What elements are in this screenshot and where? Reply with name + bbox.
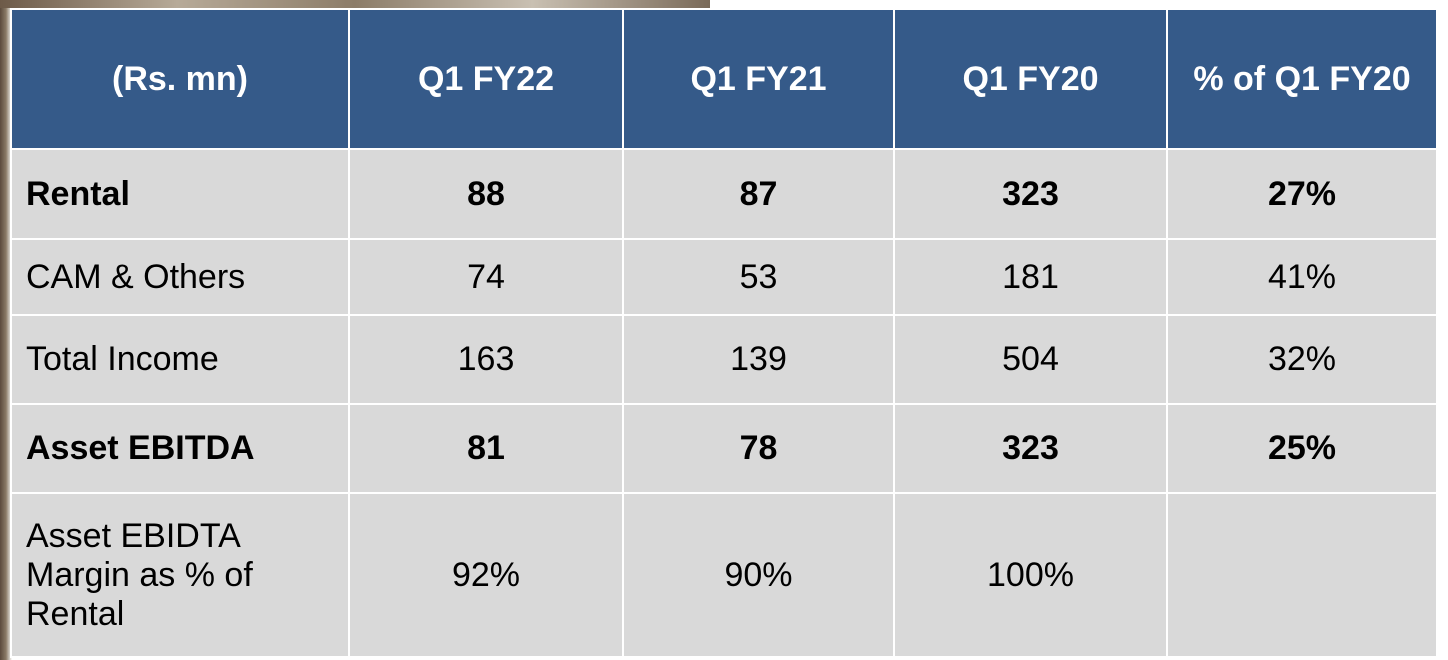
table-row: Rental 88 87 323 27%	[10, 148, 1438, 240]
value-cell: 41%	[1166, 238, 1438, 316]
financial-table: (Rs. mn) Q1 FY22 Q1 FY21 Q1 FY20% of Q1 FY2…	[10, 8, 1438, 658]
value-cell: 504	[893, 314, 1168, 405]
header-cell: Q1 FY20	[893, 8, 1168, 150]
table-row: CAM & Others 74 53 181 41%	[10, 238, 1438, 316]
table-row: Total Income 163 139 504 32%	[10, 314, 1438, 405]
value-cell: 81	[348, 403, 624, 494]
value-cell: 78	[622, 403, 895, 494]
table-row: Asset EBITDA 81 78 323 25%	[10, 403, 1438, 494]
row-label: Rental	[10, 148, 350, 240]
value-cell: 27%	[1166, 148, 1438, 240]
table-row: Asset EBIDTA Margin as % of Rental 92% 90%…	[10, 492, 1438, 658]
header-cell: Q1 FY21	[622, 8, 895, 150]
value-cell: 181	[893, 238, 1168, 316]
value-cell: 139	[622, 314, 895, 405]
value-cell: 163	[348, 314, 624, 405]
value-cell: 53	[622, 238, 895, 316]
header-cell: % of Q1 FY20	[1166, 8, 1438, 150]
value-cell: 323	[893, 148, 1168, 240]
value-cell: 32%	[1166, 314, 1438, 405]
table-body: Rental 88 87 323 27% CAM & Others 74 53 181 41% To…	[10, 148, 1438, 658]
row-label: Asset EBITDA	[10, 403, 350, 494]
row-label: CAM & Others	[10, 238, 350, 316]
value-cell: 100%	[893, 492, 1168, 658]
header-cell: Q1 FY22	[348, 8, 624, 150]
header-row: (Rs. mn) Q1 FY22 Q1 FY21 Q1 FY20% of Q1 FY2…	[10, 8, 1438, 150]
value-cell: 87	[622, 148, 895, 240]
value-cell: 88	[348, 148, 624, 240]
value-cell: 323	[893, 403, 1168, 494]
row-label: Total Income	[10, 314, 350, 405]
value-cell: 92%	[348, 492, 624, 658]
header-cell: (Rs. mn)	[10, 8, 350, 150]
empty-cell	[1166, 492, 1438, 658]
value-cell: 90%	[622, 492, 895, 658]
value-cell: 25%	[1166, 403, 1438, 494]
row-label: Asset EBIDTA Margin as % of Rental	[10, 492, 350, 658]
background-photo	[0, 0, 710, 8]
value-cell: 74	[348, 238, 624, 316]
